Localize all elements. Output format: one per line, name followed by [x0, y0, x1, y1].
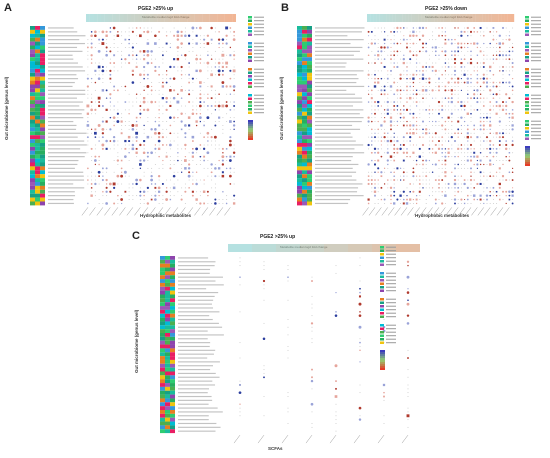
panel-b-heatmap — [297, 14, 541, 216]
panel-a-heatmap — [30, 14, 264, 216]
taxonomy-color-bars — [30, 26, 87, 206]
panel-b-label: B — [281, 2, 289, 14]
legend — [525, 16, 541, 166]
legend — [380, 246, 396, 370]
panel-c-label: C — [132, 230, 140, 242]
panel-c-heatmap — [160, 244, 420, 444]
x-tick-labels — [362, 207, 510, 216]
x-tick-labels — [81, 207, 231, 216]
panel-a-x-label: Hydrophilic metabolites — [140, 213, 192, 218]
panel-c-title: PGE2 >25% up — [260, 234, 296, 240]
fold-change-bar — [367, 14, 515, 22]
x-tick-labels — [233, 434, 409, 444]
panel-b-x-label: Hydrophobic metabolites — [415, 213, 470, 218]
correlation-cells — [367, 26, 514, 205]
panel-a: A PGE2 >25% up Gut microbiome (genus lev… — [0, 0, 275, 230]
taxonomy-color-bars — [297, 26, 365, 206]
panel-c-x-label: SCFAs — [268, 446, 283, 451]
legend — [248, 16, 264, 140]
panel-b-title: PGE2 >25% down — [425, 6, 468, 12]
taxonomy-color-bars — [160, 256, 224, 434]
panel-a-label: A — [4, 2, 12, 14]
panel-b: B PGE2 >25% down Gut microbiome (genus l… — [275, 0, 550, 230]
correlation-cells — [86, 26, 236, 205]
panel-c: C PGE2 >25% up Gut microbiome (genus lev… — [130, 228, 420, 458]
fold-change-bar — [86, 14, 236, 22]
panel-a-title: PGE2 >25% up — [138, 6, 174, 12]
